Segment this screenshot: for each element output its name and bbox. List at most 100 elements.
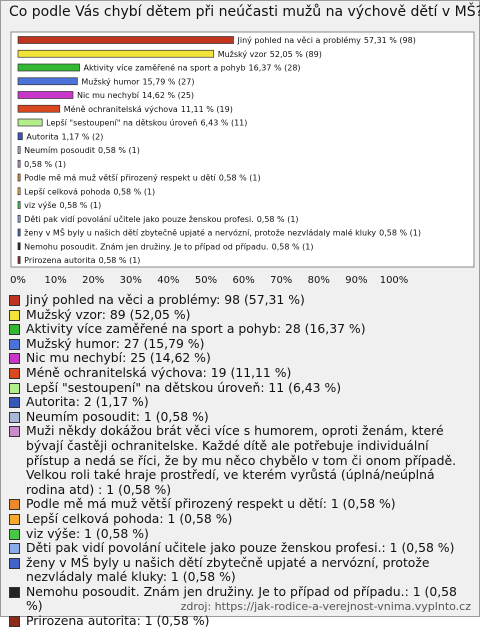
legend-item: Méně ochranitelská výchova: 19 (11,11 %) — [9, 364, 471, 381]
legend-item: Mužský humor: 27 (15,79 %) — [9, 335, 471, 352]
category-label: Nic mu nechybí — [77, 91, 140, 100]
legend-item: Neumím posoudit: 1 (0,58 %) — [9, 408, 471, 425]
bar-label: Lepší "sestoupení" na dětskou úroveň 6,43… — [46, 117, 247, 127]
legend-item: ženy v MŠ byly u našich dětí zbytečně up… — [9, 554, 471, 585]
legend-label: Lepší "sestoupení" na dětskou úroveň: 11… — [26, 379, 342, 395]
legend-label: Nemohu posoudit. Znám jen družiny. Je to… — [26, 583, 457, 614]
legend-swatch — [9, 528, 20, 540]
bar-label: Autorita 1,17 % (2) — [26, 132, 103, 141]
legend-label: Jiný pohled na věci a problémy: 98 (57,3… — [26, 292, 305, 307]
category-label: Jiný pohled na věci a problémy — [236, 35, 361, 45]
category-label: Lepší celková pohoda — [24, 186, 110, 196]
value-label: 57,31 % (98) — [364, 36, 416, 45]
chart-title: Co podle Vás chybí dětem při neúčasti mu… — [9, 4, 480, 20]
x-tick-label: 90% — [345, 275, 367, 286]
legend-label: viz výše: 1 (0,58 %) — [26, 525, 149, 541]
legend-label: Neumím posoudit: 1 (0,58 %) — [26, 408, 209, 424]
legend-swatch — [9, 353, 20, 365]
category-label: Mužský humor — [81, 77, 140, 86]
legend-label: Prirozena autorita: 1 (0,58 %) — [26, 613, 210, 629]
legend-label: Autorita: 2 (1,17 %) — [26, 394, 149, 410]
legend-item: Autorita: 2 (1,17 %) — [9, 395, 471, 410]
legend-swatch — [9, 338, 20, 350]
category-label: Autorita — [26, 132, 58, 141]
legend-item: Nic mu nechybí: 25 (14,62 %) — [9, 351, 471, 366]
legend-item: Lepší "sestoupení" na dětskou úroveň: 11… — [9, 379, 471, 396]
legend-swatch — [9, 397, 20, 409]
value-label: 0,58 % (1) — [257, 214, 299, 223]
bar-label: Děti pak vidí povolání učitele jako pouz… — [24, 213, 298, 223]
category-label: viz výše — [24, 200, 56, 210]
category-label: Děti pak vidí povolání učitele jako pouz… — [24, 213, 254, 223]
value-label: 0,58 % (1) — [219, 173, 261, 182]
bar-label: Méně ochranitelská výchova 11,11 % (19) — [64, 103, 233, 113]
legend: Jiný pohled na věci a problémy: 98 (57,3… — [9, 292, 471, 629]
bar — [17, 36, 234, 44]
category-label: Nemohu posoudit. Znám jen družiny. Je to… — [24, 242, 268, 251]
x-tick-label: 10% — [44, 275, 66, 286]
x-tick-label: 0% — [10, 275, 26, 286]
value-label: 0,58 % (1) — [24, 159, 66, 168]
value-label: 0,58 % (1) — [379, 228, 421, 237]
bar — [17, 118, 43, 127]
bar-label: Nic mu nechybí 14,62 % (25) — [77, 91, 194, 100]
category-label: Neumím posoudit — [24, 146, 95, 155]
bar-label: Mužský vzor 52,05 % (89) — [218, 49, 322, 58]
bar — [17, 49, 215, 58]
legend-item: Aktivity více zaměřené na sport a pohyb:… — [9, 322, 471, 337]
bar-label: ženy v MŠ byly u našich dětí zbytečně up… — [24, 226, 421, 237]
value-label: 11,11 % (19) — [181, 104, 233, 113]
chart: 0% 10% 20% 30% 40% 50% 60% 70% 80% 90% 100% Jiný po… — [10, 31, 475, 286]
value-label: 14,62 % (25) — [142, 91, 194, 100]
bar — [17, 104, 61, 113]
x-tick-label: 60% — [232, 275, 254, 286]
category-label: Prirozena autorita — [24, 256, 95, 265]
bar-label: Jiný pohled na věci a problémy 57,31 % (9… — [236, 35, 415, 45]
bar-label: Podle mě má muž větší přirozený respekt … — [24, 172, 260, 182]
bar-label: viz výše 0,58 % (1) — [24, 200, 101, 210]
legend-swatch — [9, 557, 20, 569]
x-tick-label: 70% — [270, 275, 292, 286]
legend-item: Podle mě má muž větší přirozený respekt … — [9, 497, 471, 512]
bar — [17, 77, 78, 86]
legend-swatch — [9, 616, 20, 628]
category-label: Méně ochranitelská výchova — [64, 103, 178, 113]
legend-label: Lepší celková pohoda: 1 (0,58 %) — [26, 510, 233, 526]
bar — [17, 173, 21, 182]
legend-item: Lepší celková pohoda: 1 (0,58 %) — [9, 510, 471, 527]
legend-item: Děti pak vidí povolání učitele jako pouz… — [9, 540, 471, 556]
x-tick-label: 30% — [120, 275, 142, 286]
plot-area — [10, 31, 475, 268]
legend-label: Děti pak vidí povolání učitele jako pouz… — [26, 540, 455, 556]
value-label: 0,58 % (1) — [99, 256, 141, 265]
legend-item: viz výše: 1 (0,58 %) — [9, 525, 471, 542]
legend-label: ženy v MŠ byly u našich dětí zbytečně up… — [26, 554, 430, 585]
category-label: Lepší "sestoupení" na dětskou úroveň — [46, 117, 197, 127]
legend-label: Mužský humor: 27 (15,79 %) — [26, 335, 205, 351]
bar — [17, 91, 74, 99]
legend-label: Nic mu nechybí: 25 (14,62 %) — [26, 350, 211, 366]
legend-item: Prirozena autorita: 1 (0,58 %) — [9, 613, 471, 629]
bar — [17, 201, 21, 209]
legend-swatch — [9, 382, 20, 394]
legend-swatch — [9, 513, 20, 525]
bar — [17, 242, 21, 251]
legend-swatch — [9, 411, 20, 423]
bar — [17, 256, 21, 264]
legend-label: Méně ochranitelská výchova: 19 (11,11 %) — [26, 364, 292, 380]
bar — [17, 132, 23, 141]
bar-label: Prirozena autorita 0,58 % (1) — [24, 256, 140, 265]
value-label: 52,05 % (89) — [270, 49, 322, 58]
value-label: 0,58 % (1) — [59, 201, 101, 210]
x-tick-label: 80% — [308, 275, 330, 286]
legend-item: Muži někdy dokážou brát věci více s humo… — [9, 424, 471, 497]
legend-item: Mužský vzor: 89 (52,05 %) — [9, 307, 471, 323]
x-tick-label: 100% — [380, 275, 409, 286]
value-label: 0,58 % (1) — [113, 187, 155, 196]
legend-swatch — [9, 426, 20, 438]
category-label: Podle mě má muž větší přirozený respekt … — [24, 172, 216, 182]
legend-swatch — [9, 295, 20, 306]
value-label: 1,17 % (2) — [62, 132, 104, 141]
legend-swatch — [9, 367, 20, 379]
value-label: 16,37 % (28) — [249, 63, 301, 72]
